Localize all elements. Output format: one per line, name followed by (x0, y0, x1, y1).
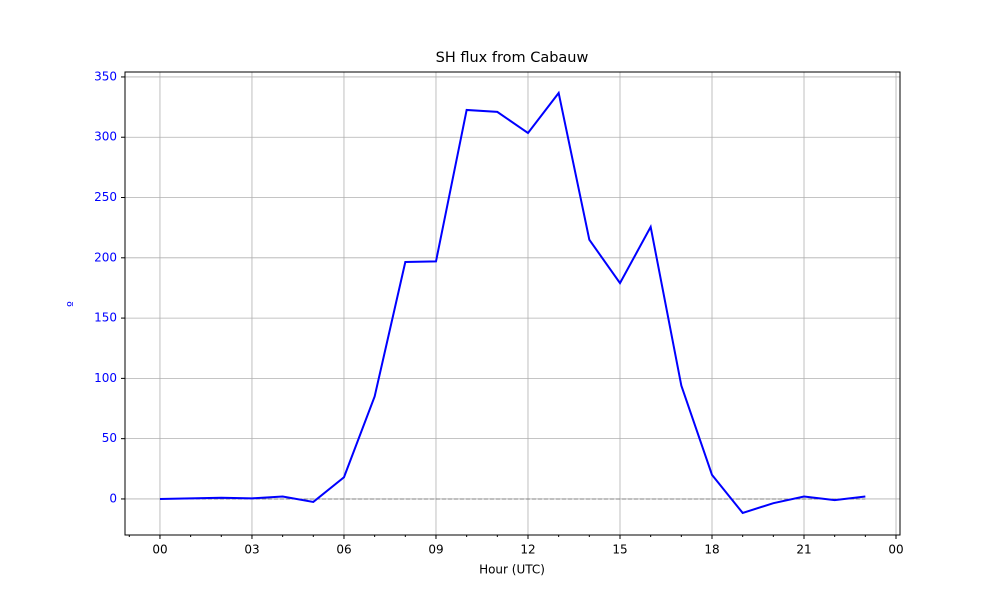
y-tick-label: 50 (102, 431, 117, 445)
y-tick-label: 250 (94, 190, 117, 204)
x-axis-label: Hour (UTC) (479, 563, 545, 577)
y-tick-label: 200 (94, 250, 117, 264)
y-tick-label: 350 (94, 69, 117, 83)
x-tick-label: 00 (152, 543, 167, 557)
x-tick-label: 09 (428, 543, 443, 557)
x-tick-label: 12 (520, 543, 535, 557)
x-tick-label: 21 (796, 543, 811, 557)
x-tick-label: 03 (244, 543, 259, 557)
x-tick-label: 00 (888, 543, 903, 557)
y-tick-label: 300 (94, 130, 117, 144)
y-tick-label: 100 (94, 371, 117, 385)
chart-title: SH flux from Cabauw (436, 50, 589, 66)
plot-frame (124, 71, 901, 536)
x-tick-label: 06 (336, 543, 351, 557)
y-tick-label: 150 (94, 311, 117, 325)
x-tick-label: 18 (704, 543, 719, 557)
y-axis-label: º (65, 301, 79, 307)
x-tick-label: 15 (612, 543, 627, 557)
y-tick-label: 0 (109, 491, 117, 505)
data-line (159, 90, 866, 515)
